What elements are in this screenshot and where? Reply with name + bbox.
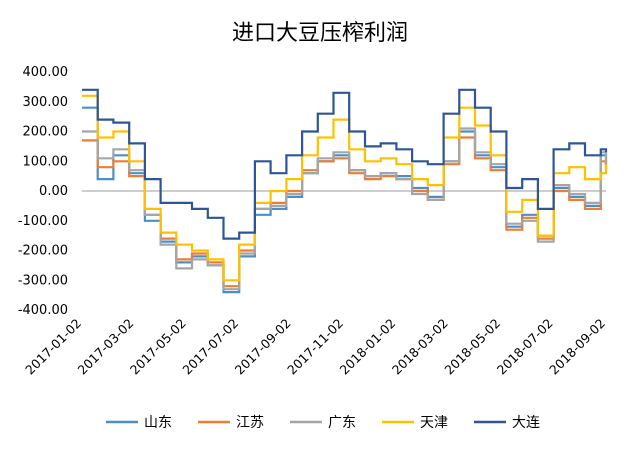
- y-tick-label: -100.00: [18, 214, 68, 229]
- legend-label-4: 天津: [420, 415, 448, 431]
- y-tick-label: -200.00: [18, 244, 68, 259]
- series-line-5: [82, 88, 608, 240]
- legend-label-5: 大连: [512, 415, 540, 431]
- legend-label-1: 山东: [144, 415, 172, 431]
- series-line-4: [82, 94, 608, 282]
- y-tick-label: 400.00: [23, 65, 69, 80]
- legend-label-2: 江苏: [236, 415, 264, 431]
- chart-title: 进口大豆压榨利润: [232, 21, 408, 46]
- x-axis-ticks: 2017-01-022017-03-022017-05-022017-07-02…: [22, 316, 608, 378]
- series-line-3: [82, 127, 608, 291]
- y-tick-label: 0.00: [39, 184, 68, 199]
- series-group: [82, 88, 608, 294]
- legend-label-3: 广东: [328, 415, 356, 431]
- y-tick-label: 200.00: [23, 125, 69, 140]
- legend: 山东 江苏 广东 天津 大连: [106, 415, 540, 431]
- y-tick-label: 300.00: [23, 95, 69, 110]
- y-tick-label: -400.00: [18, 303, 68, 318]
- x-tick-label: 2018-09-02: [546, 316, 608, 378]
- y-tick-label: 100.00: [23, 154, 69, 169]
- y-axis-ticks: 400.00 300.00 200.00 100.00 0.00 -100.00 -200.…: [18, 65, 68, 318]
- y-tick-label: -300.00: [18, 273, 68, 288]
